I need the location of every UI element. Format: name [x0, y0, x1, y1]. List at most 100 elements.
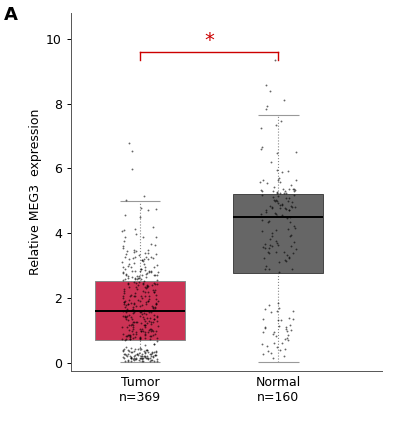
Point: [147, 357, 153, 364]
Point: [150, 254, 156, 261]
Point: [123, 315, 129, 322]
Point: [138, 275, 144, 282]
Point: [276, 258, 282, 265]
Point: [151, 289, 157, 295]
Point: [139, 295, 145, 302]
Point: [122, 351, 128, 357]
Point: [137, 309, 143, 316]
Point: [258, 124, 264, 131]
Point: [139, 353, 145, 360]
Point: [132, 276, 138, 282]
Point: [154, 298, 161, 304]
Point: [259, 216, 265, 223]
Point: [283, 189, 290, 196]
Point: [266, 218, 272, 225]
Point: [142, 285, 149, 292]
Point: [142, 330, 149, 337]
Point: [121, 238, 127, 245]
Point: [279, 200, 285, 207]
Point: [284, 215, 290, 222]
Point: [289, 198, 296, 205]
Point: [141, 277, 147, 284]
Point: [276, 323, 282, 330]
Point: [151, 263, 157, 270]
Point: [132, 334, 138, 341]
Point: [129, 310, 136, 316]
Point: [141, 307, 147, 314]
Point: [150, 353, 156, 360]
Point: [141, 353, 147, 360]
Point: [138, 328, 144, 335]
Point: [284, 327, 290, 334]
Point: [262, 244, 269, 251]
Point: [122, 336, 128, 343]
Point: [141, 193, 147, 200]
Point: [146, 309, 152, 316]
Point: [273, 121, 279, 128]
Point: [121, 346, 127, 353]
Point: [278, 118, 284, 125]
Point: [143, 354, 149, 361]
Point: [120, 269, 126, 276]
Point: [154, 314, 160, 321]
Point: [137, 312, 143, 319]
Point: [139, 302, 145, 308]
Point: [138, 326, 145, 333]
Point: [286, 322, 293, 328]
Point: [260, 328, 266, 335]
Point: [125, 263, 131, 270]
Point: [264, 103, 270, 109]
Point: [132, 303, 139, 310]
Point: [290, 185, 296, 192]
Point: [275, 192, 282, 199]
Point: [121, 300, 128, 307]
Point: [145, 298, 151, 305]
Point: [132, 274, 138, 281]
Point: [130, 303, 136, 310]
Point: [153, 301, 159, 308]
Point: [120, 295, 126, 302]
Point: [125, 357, 132, 363]
Text: *: *: [204, 31, 214, 50]
Point: [267, 87, 273, 94]
Point: [126, 332, 132, 339]
Point: [292, 177, 299, 184]
Point: [273, 211, 279, 218]
Point: [147, 315, 154, 322]
Point: [154, 323, 161, 330]
Point: [132, 351, 138, 358]
Point: [123, 344, 129, 351]
Point: [268, 203, 275, 210]
Point: [147, 269, 154, 276]
Point: [121, 288, 127, 295]
Point: [127, 292, 133, 299]
Point: [273, 149, 280, 156]
Point: [123, 251, 129, 257]
Point: [132, 284, 139, 290]
Point: [137, 335, 143, 341]
Point: [147, 351, 153, 357]
Point: [259, 228, 265, 235]
Point: [120, 347, 126, 354]
Point: [153, 327, 159, 334]
Point: [285, 337, 292, 344]
Point: [146, 293, 152, 300]
Point: [122, 314, 128, 321]
Point: [282, 324, 289, 331]
Point: [283, 195, 289, 201]
Point: [139, 355, 145, 362]
Point: [125, 357, 131, 364]
Point: [152, 351, 158, 358]
Point: [144, 346, 151, 353]
Point: [127, 333, 134, 339]
Point: [141, 316, 147, 322]
Point: [142, 267, 148, 274]
Point: [120, 313, 126, 319]
Point: [143, 300, 149, 307]
Point: [129, 306, 136, 313]
Point: [142, 342, 149, 349]
Point: [287, 219, 293, 226]
Point: [145, 250, 151, 257]
Y-axis label: Relative MEG3  expression: Relative MEG3 expression: [29, 109, 42, 275]
Point: [141, 321, 147, 328]
